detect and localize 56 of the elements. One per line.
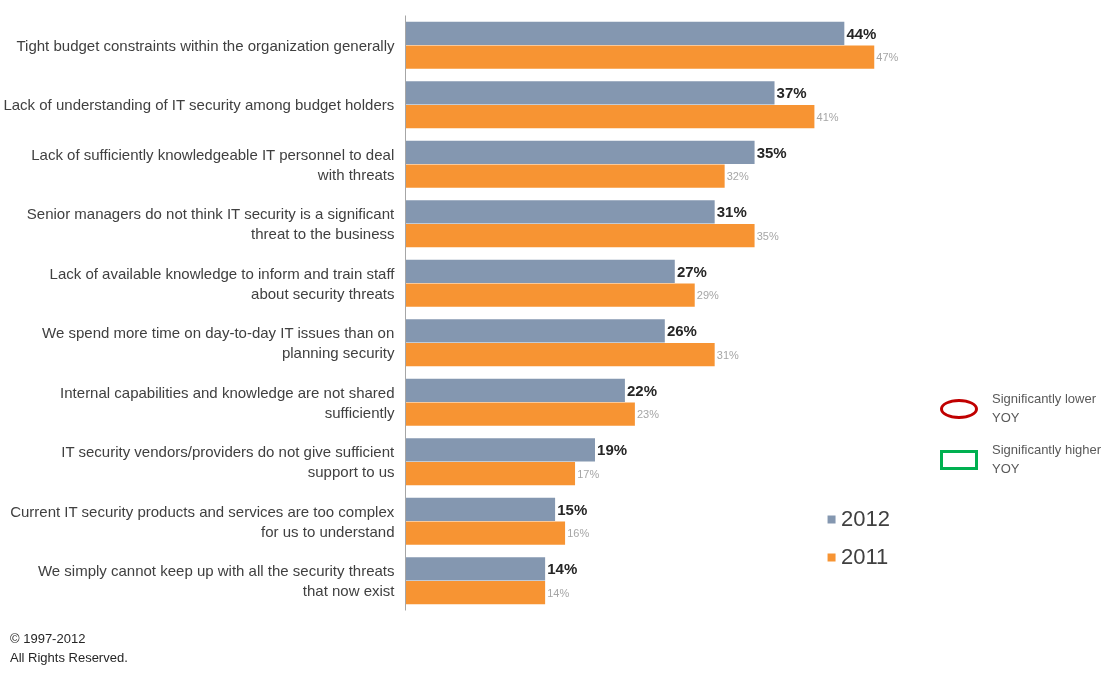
data-label: 16%	[567, 527, 590, 540]
bar	[405, 319, 665, 343]
data-label: 22%	[627, 381, 658, 399]
bar	[405, 438, 595, 462]
text: All Rights Reserved.	[10, 649, 128, 665]
y-tick-label: Senior managers do not think IT security is a significant threat to the business	[26, 205, 396, 243]
bar	[405, 378, 625, 403]
bar	[405, 164, 725, 188]
bar	[405, 461, 576, 486]
y-tick-label: We spend more time on day-to-day IT issues than on planning security	[42, 324, 395, 362]
bar	[405, 402, 635, 426]
data-label: 31%	[716, 348, 740, 361]
bar	[405, 283, 695, 307]
bar	[405, 81, 775, 105]
bar	[405, 21, 845, 46]
y-tick-label: Lack of sufficiently knowledgeable IT personnel to deal with threats	[31, 145, 395, 183]
data-label: 14%	[547, 586, 570, 599]
y-tick-label: Current IT security products and services are too complex for us to understand	[10, 502, 395, 540]
bar	[405, 521, 566, 545]
bar	[405, 200, 715, 224]
y-tick-label: Tight budget constraints within the organization generally	[16, 36, 395, 54]
data-label: 44%	[846, 24, 877, 42]
data-label: 17%	[577, 467, 600, 480]
bar	[405, 497, 556, 522]
data-label: 47%	[876, 51, 899, 64]
y-tick-label: Internal capabilities and knowledge are not shared sufficiently	[60, 383, 395, 421]
data-label: 29%	[696, 289, 720, 302]
data-label: 27%	[676, 262, 707, 280]
bar	[405, 45, 875, 69]
text: Significantly lower YOY	[992, 390, 1098, 427]
bar	[405, 259, 675, 284]
data-label: 37%	[776, 84, 807, 102]
data-label: 35%	[756, 229, 779, 242]
bar	[405, 140, 755, 165]
bar	[405, 342, 715, 367]
bar	[405, 104, 815, 129]
data-label: 32%	[726, 170, 749, 183]
data-label: 23%	[636, 408, 660, 421]
legend-label: 2011	[841, 544, 889, 570]
bar	[405, 223, 755, 248]
bar	[405, 580, 546, 605]
y-tick-label: Lack of available knowledge to inform and train staff about security threats	[49, 264, 396, 302]
y-tick-label: Lack of understanding of IT security among budget holders	[3, 96, 395, 114]
data-label: 14%	[547, 560, 578, 578]
data-label: 15%	[557, 500, 588, 518]
y-tick-label: We simply cannot keep up with all the security threats that now exist	[37, 562, 396, 600]
text: © 1997-2012	[10, 631, 86, 646]
data-label: 41%	[816, 110, 839, 123]
data-label: 26%	[666, 322, 697, 340]
legend-label: 2012	[841, 506, 890, 532]
bar	[405, 557, 546, 581]
y-tick-label: IT security vendors/providers do not give sufficient support to us	[61, 443, 396, 481]
data-label: 35%	[756, 143, 787, 161]
text: Significantly higher YOY	[992, 441, 1102, 478]
data-label: 19%	[597, 441, 628, 459]
data-label: 31%	[716, 203, 747, 221]
